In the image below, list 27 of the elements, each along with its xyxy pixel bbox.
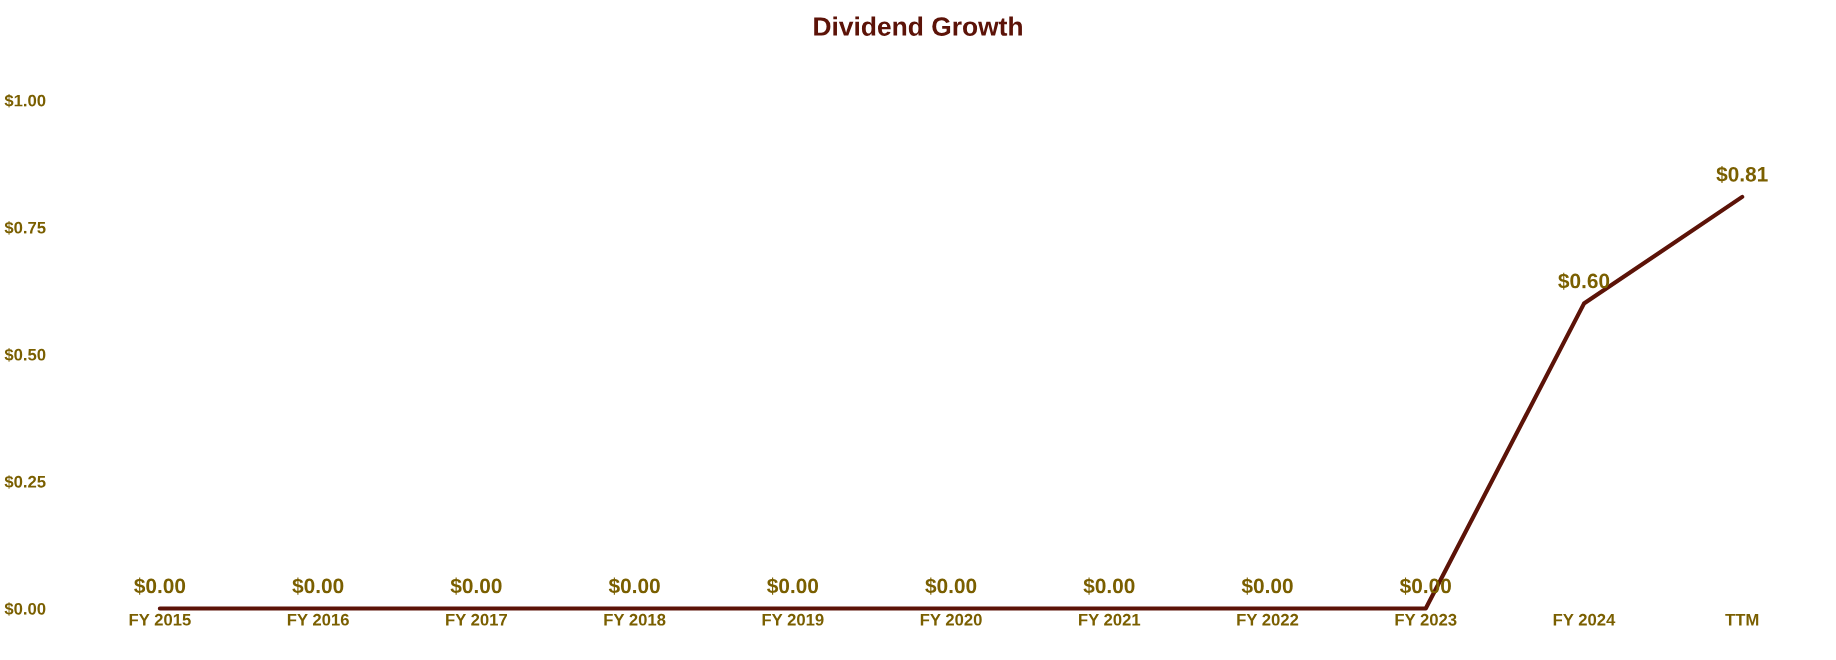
x-tick-label: TTM xyxy=(1725,613,1759,626)
x-tick-label: FY 2015 xyxy=(129,613,191,626)
chart-title: Dividend Growth xyxy=(814,16,1022,36)
data-label: $0.81 xyxy=(1716,165,1768,183)
y-tick-label: $1.00 xyxy=(4,93,46,108)
data-label: $0.60 xyxy=(1558,272,1610,290)
x-tick-label: FY 2020 xyxy=(920,613,982,626)
data-label: $0.00 xyxy=(450,577,502,595)
data-label: $0.00 xyxy=(292,577,344,595)
y-tick-label: $0.25 xyxy=(4,475,46,489)
data-label: $0.00 xyxy=(925,577,977,595)
x-tick-label: FY 2018 xyxy=(604,613,666,626)
x-tick-label: FY 2023 xyxy=(1395,613,1457,626)
data-label: $0.00 xyxy=(767,577,819,595)
data-label: $0.00 xyxy=(1241,577,1293,595)
x-tick-label: FY 2017 xyxy=(446,613,507,626)
y-tick-label: $0.50 xyxy=(4,348,46,362)
x-tick-label: FY 2024 xyxy=(1553,613,1616,626)
x-tick-label: FY 2022 xyxy=(1237,613,1299,626)
data-label: $0.00 xyxy=(1083,577,1135,595)
data-label: $0.00 xyxy=(134,577,186,595)
x-tick-label: FY 2016 xyxy=(287,613,349,626)
data-label: $0.00 xyxy=(608,577,660,595)
x-tick-label: FY 2021 xyxy=(1079,613,1141,626)
y-tick-label: $0.75 xyxy=(4,221,46,235)
x-tick-label: FY 2019 xyxy=(762,613,824,626)
y-tick-label: $0.00 xyxy=(4,602,46,616)
